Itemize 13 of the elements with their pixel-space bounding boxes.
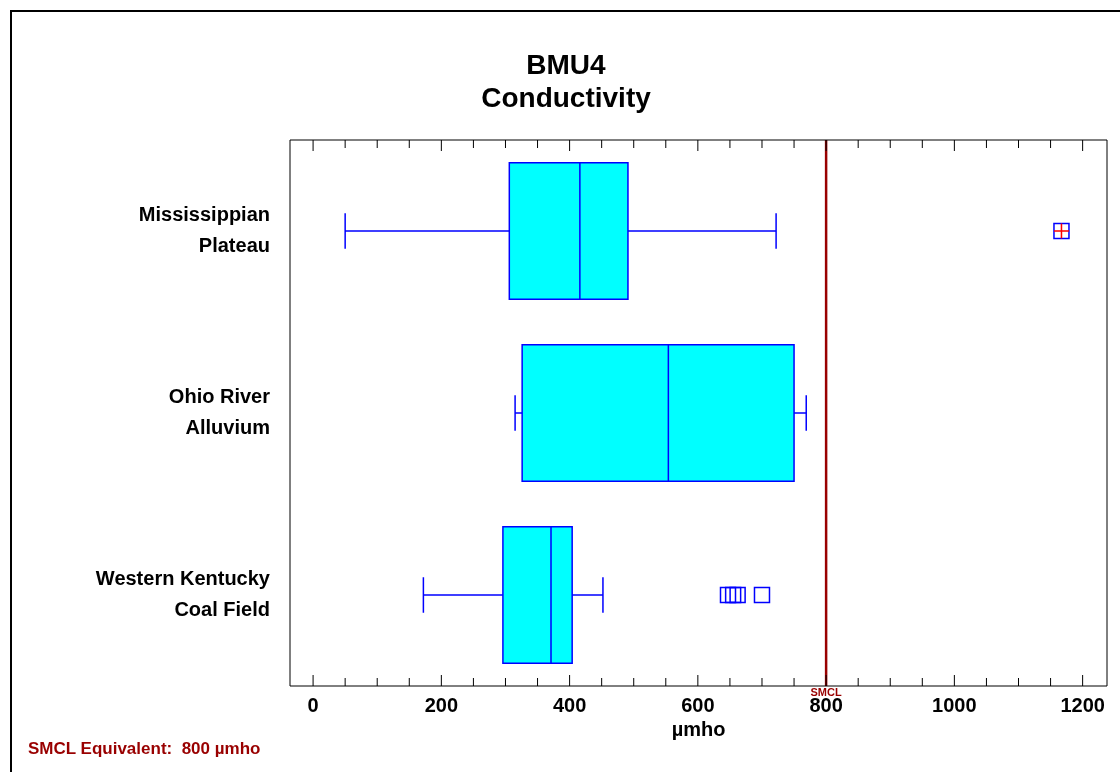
x-tick-label: 400	[552, 693, 587, 716]
x-axis-title: µmho	[671, 717, 726, 740]
text: SMCL Equivalent: 800 µmho	[28, 739, 261, 758]
chart-title: BMU4	[526, 49, 607, 80]
x-tick-label: 1200	[1060, 693, 1105, 716]
y-tick-label: Western Kentucky Coal Field	[95, 567, 271, 621]
x-tick-label: 600	[681, 693, 715, 716]
x-tick-label: 0	[307, 693, 319, 716]
chart-subtitle: Conductivity	[481, 82, 652, 113]
x-tick-label: 1000	[932, 693, 977, 716]
y-tick-label: Mississippian Plateau	[138, 203, 270, 257]
y-tick-label: Ohio River Alluvium	[168, 385, 271, 439]
x-tick-label: 200	[424, 693, 459, 716]
